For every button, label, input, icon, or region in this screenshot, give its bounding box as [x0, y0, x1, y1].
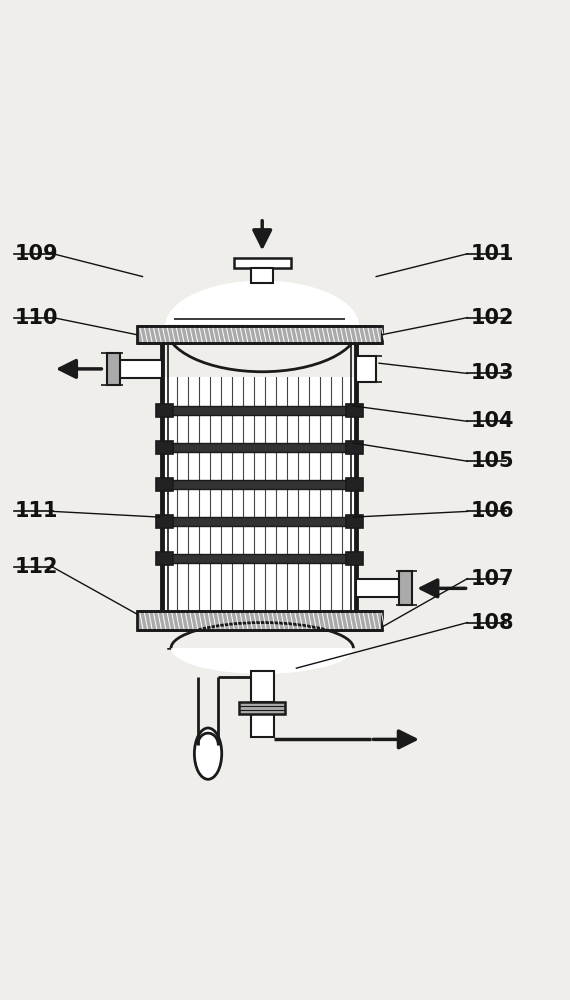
Text: 106: 106 — [470, 501, 514, 521]
Bar — [346, 404, 363, 417]
Bar — [134, 326, 385, 377]
Bar — [137, 611, 382, 630]
Bar — [346, 552, 363, 565]
Bar — [165, 517, 353, 526]
Bar — [156, 478, 173, 491]
Bar — [156, 515, 173, 528]
Bar — [251, 714, 274, 737]
Bar — [137, 326, 382, 343]
Text: 111: 111 — [14, 501, 58, 521]
Bar — [107, 353, 120, 385]
Text: 112: 112 — [14, 557, 58, 577]
Text: 105: 105 — [470, 451, 514, 471]
Bar — [346, 478, 363, 491]
Bar — [399, 571, 412, 605]
Bar — [162, 343, 356, 611]
Bar — [251, 268, 273, 283]
Bar — [165, 443, 353, 452]
Bar — [346, 441, 363, 454]
Ellipse shape — [194, 728, 222, 779]
Bar — [165, 554, 353, 563]
Bar — [156, 404, 173, 417]
Bar — [134, 617, 385, 648]
Text: 103: 103 — [470, 363, 514, 383]
Bar — [156, 441, 173, 454]
Text: 104: 104 — [470, 411, 514, 431]
Ellipse shape — [165, 281, 359, 372]
Text: 107: 107 — [470, 569, 514, 589]
Bar — [120, 360, 162, 378]
Bar — [165, 480, 353, 489]
Bar — [165, 406, 353, 415]
Bar — [251, 671, 274, 702]
Ellipse shape — [171, 623, 353, 674]
Bar — [239, 702, 285, 714]
Bar — [234, 258, 291, 268]
Text: 102: 102 — [470, 308, 514, 328]
Text: 110: 110 — [14, 308, 58, 328]
Bar — [356, 356, 376, 382]
Bar — [346, 515, 363, 528]
Bar — [168, 630, 351, 648]
Bar — [156, 552, 173, 565]
Bar — [356, 579, 399, 597]
Text: 109: 109 — [14, 244, 58, 264]
Text: 101: 101 — [470, 244, 514, 264]
Text: 108: 108 — [470, 613, 514, 633]
